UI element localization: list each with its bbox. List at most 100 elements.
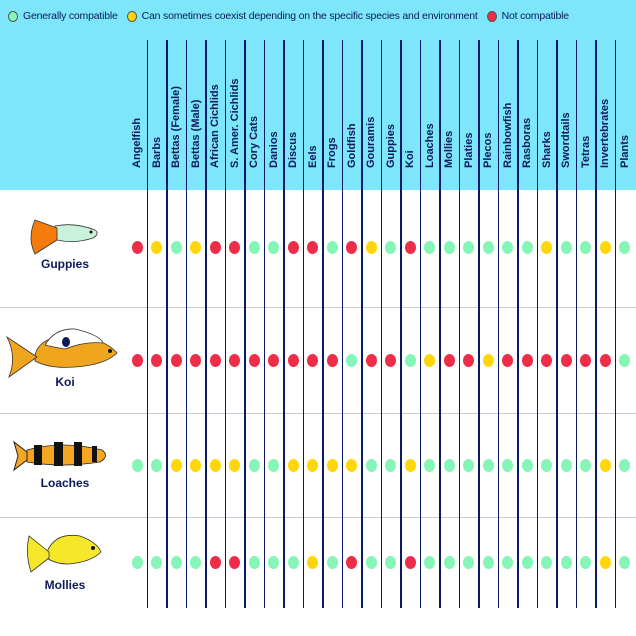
column-header: Barbs	[147, 0, 166, 180]
row-divider	[0, 413, 636, 414]
row-divider	[0, 307, 636, 308]
compat-dot-koi-platies	[463, 353, 474, 367]
column-header-label: Mollies	[443, 130, 455, 168]
compat-dot-mollies-bettas-male-	[190, 555, 201, 569]
compat-dot-mollies-tetras	[580, 555, 591, 569]
compat-dot-koi-bettas-male-	[190, 353, 201, 367]
compat-dot-mollies-angelfish	[131, 555, 143, 569]
compat-dot-koi-mollies	[443, 353, 455, 367]
compat-dot-mollies-danios	[268, 555, 279, 569]
compat-dot-loaches-rainbowfish	[502, 458, 513, 472]
compat-dot-guppies-frogs	[326, 240, 338, 254]
compat-dot-guppies-plants	[619, 240, 630, 254]
compat-dot-mollies-discus	[287, 555, 299, 569]
compat-dot-guppies-danios	[268, 240, 279, 254]
compat-dot-koi-cory-cats	[248, 353, 260, 367]
compat-dot-loaches-danios	[268, 458, 279, 472]
compat-dot-koi-gouramis	[365, 353, 377, 367]
column-divider	[400, 40, 402, 608]
column-divider	[517, 40, 519, 608]
column-header-label: Loaches	[423, 123, 436, 168]
column-header-label: Tetras	[579, 135, 592, 168]
compat-dot-loaches-guppies	[385, 458, 396, 472]
column-divider	[380, 40, 383, 608]
column-header: Sharks	[537, 0, 556, 180]
compat-dot-guppies-eels	[307, 240, 318, 254]
compat-dot-mollies-goldfish	[346, 555, 357, 569]
compat-dot-loaches-swordtails	[560, 458, 572, 472]
column-header-label: Goldfish	[345, 123, 358, 168]
compat-dot-loaches-koi	[404, 458, 416, 472]
compat-dot-loaches-barbs	[151, 458, 162, 472]
compat-dot-koi-danios	[268, 353, 279, 367]
compat-dot-mollies-bettas-female-	[170, 555, 182, 569]
compat-dot-koi-s-amer-cichlids	[229, 353, 240, 367]
compat-dot-guppies-tetras	[580, 240, 591, 254]
column-divider	[146, 40, 149, 608]
compat-dot-mollies-cory-cats	[248, 555, 260, 569]
compat-dot-loaches-tetras	[580, 458, 591, 472]
column-header: Invertebrates	[596, 0, 615, 180]
column-header: Bettas (Female)	[167, 0, 186, 180]
column-divider	[283, 40, 285, 608]
column-divider	[439, 40, 441, 608]
column-header-label: Angelfish	[131, 117, 143, 168]
column-header: Discus	[284, 0, 303, 180]
column-header: Guppies	[381, 0, 400, 180]
compat-dot-guppies-mollies	[443, 240, 455, 254]
compat-dot-mollies-eels	[307, 555, 318, 569]
column-divider	[263, 40, 266, 608]
compat-dot-guppies-swordtails	[560, 240, 572, 254]
compat-dot-loaches-loaches	[424, 458, 435, 472]
compat-dot-guppies-invertebrates	[599, 240, 611, 254]
column-header-label: Bettas (Male)	[189, 99, 202, 168]
compat-dot-koi-frogs	[326, 353, 338, 367]
column-divider	[419, 40, 422, 608]
column-divider	[458, 40, 461, 608]
compat-dot-loaches-bettas-female-	[170, 458, 182, 472]
compat-dot-mollies-barbs	[151, 555, 162, 569]
compat-dot-koi-african-cichlids	[209, 353, 221, 367]
column-divider	[166, 40, 168, 608]
compat-dot-guppies-gouramis	[365, 240, 377, 254]
column-divider	[205, 40, 207, 608]
column-header: Danios	[264, 0, 283, 180]
compat-dot-koi-goldfish	[346, 353, 357, 367]
compat-dot-guppies-barbs	[151, 240, 162, 254]
compat-dot-mollies-swordtails	[560, 555, 572, 569]
column-divider	[244, 40, 246, 608]
compat-dot-koi-koi	[404, 353, 416, 367]
column-header: Rasboras	[518, 0, 537, 180]
column-header: Plecos	[479, 0, 498, 180]
compat-dot-loaches-frogs	[326, 458, 338, 472]
column-header-label: Platies	[462, 132, 475, 168]
column-header: Mollies	[440, 0, 459, 180]
column-header-label: Swordtails	[560, 112, 572, 168]
column-header-label: Bettas (Female)	[170, 86, 182, 168]
column-header: Cory Cats	[245, 0, 264, 180]
guppy-fish-icon	[30, 219, 98, 255]
compat-dot-koi-barbs	[151, 353, 162, 367]
column-header: Tetras	[576, 0, 595, 180]
compat-dot-koi-loaches	[424, 353, 435, 367]
compat-dot-koi-rasboras	[521, 353, 533, 367]
compat-dot-koi-guppies	[385, 353, 396, 367]
compat-dot-mollies-rasboras	[521, 555, 533, 569]
compat-dot-guppies-discus	[287, 240, 299, 254]
compat-dot-mollies-rainbowfish	[502, 555, 513, 569]
column-header-label: Rainbowfish	[501, 102, 514, 168]
column-divider	[361, 40, 363, 608]
compat-dot-mollies-s-amer-cichlids	[229, 555, 240, 569]
compat-dot-loaches-bettas-male-	[190, 458, 201, 472]
column-header-label: African Cichlids	[209, 84, 221, 168]
compat-dot-guppies-african-cichlids	[209, 240, 221, 254]
column-header-label: Koi	[404, 150, 416, 168]
column-header: Platies	[459, 0, 478, 180]
green-dot-icon	[8, 10, 18, 22]
compat-dot-koi-invertebrates	[599, 353, 611, 367]
compat-dot-loaches-rasboras	[521, 458, 533, 472]
column-header: Angelfish	[128, 0, 147, 180]
column-header-label: Discus	[287, 131, 299, 168]
loach-fish-icon	[13, 440, 106, 472]
column-header: Gouramis	[362, 0, 381, 180]
